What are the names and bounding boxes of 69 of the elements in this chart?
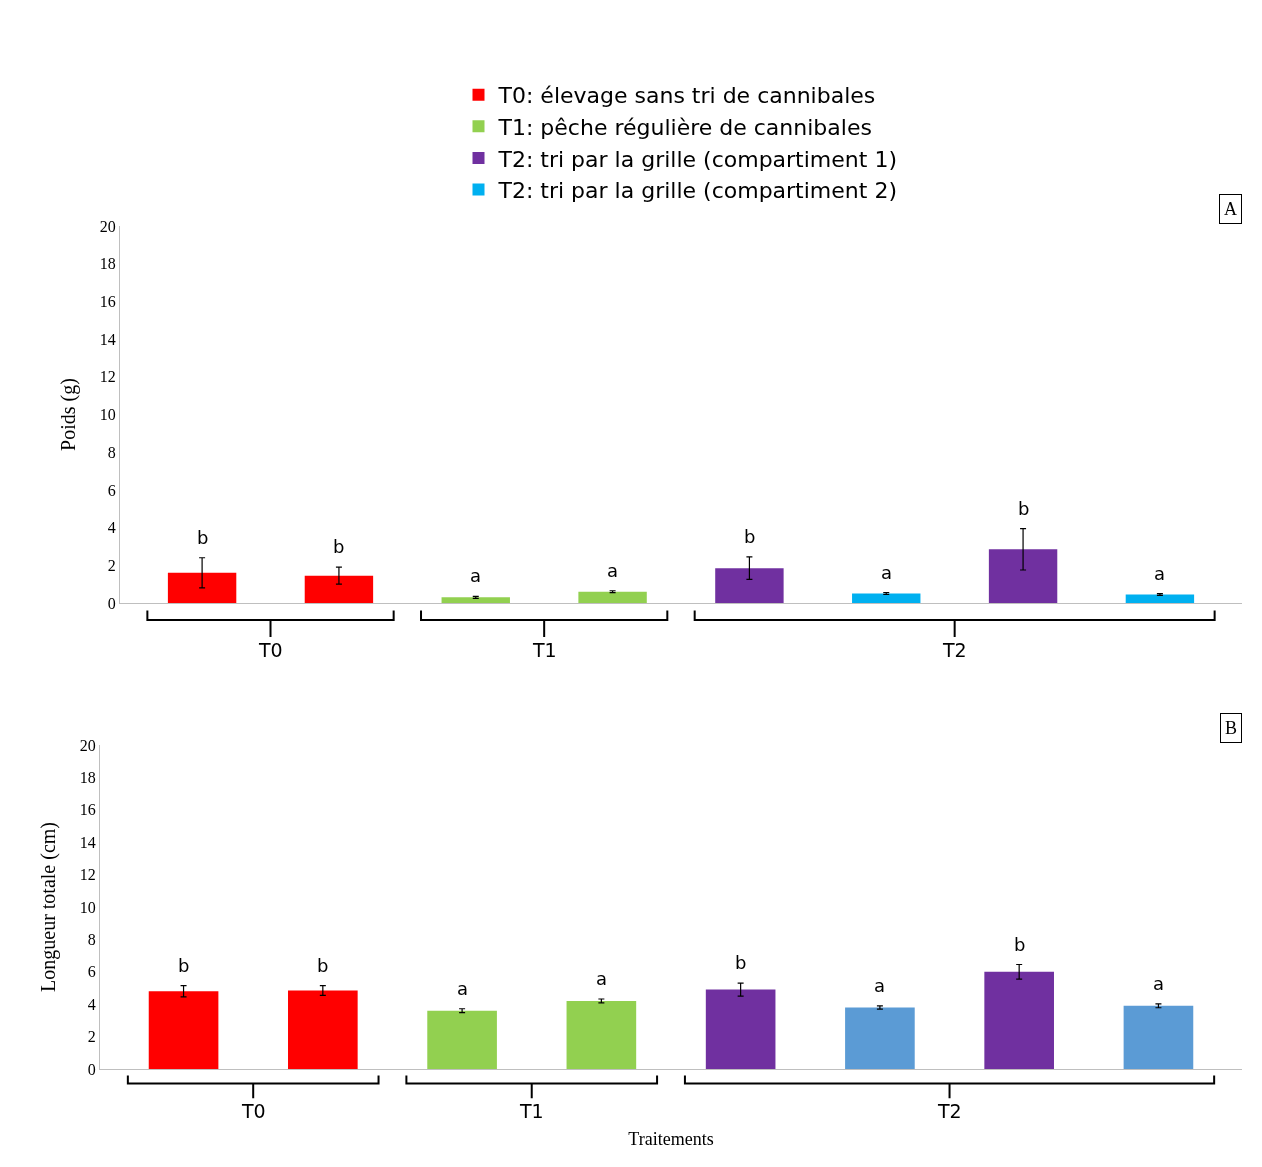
y-axis-title: Longueur totale (cm) (37, 822, 61, 992)
data-label: b (1018, 498, 1030, 519)
bar (1125, 594, 1195, 603)
y-tick-label: 4 (87, 995, 96, 1013)
text: T1 (532, 639, 557, 661)
bar (148, 991, 219, 1069)
y-tick-label: 0 (107, 594, 116, 612)
bar (566, 1000, 637, 1069)
text: T0 (258, 639, 283, 661)
y-tick-label: 14 (79, 833, 96, 851)
legend-label: T2: tri par la grille (compartiment 2) (497, 178, 897, 204)
y-tick-label: 4 (107, 519, 116, 537)
y-tick-label: 16 (79, 801, 96, 819)
y-tick-label: 2 (87, 1028, 96, 1046)
data-label: a (1154, 563, 1166, 584)
y-axis-title: Poids (g) (57, 378, 81, 451)
bar (715, 568, 784, 603)
legend-label: T0: élevage sans tri de cannibales (497, 83, 876, 109)
data-label: a (596, 968, 608, 989)
data-label: b (317, 955, 329, 976)
text: T0 (241, 1100, 266, 1122)
data-label: a (607, 560, 619, 581)
data-label: b (333, 536, 345, 557)
bar (852, 593, 921, 603)
bar (578, 591, 647, 603)
y-tick-label: 8 (107, 443, 116, 461)
bar (1123, 1005, 1194, 1069)
bar (288, 990, 358, 1069)
y-tick-label: 14 (99, 330, 116, 348)
bar (988, 549, 1058, 603)
data-label: a (470, 565, 482, 586)
data-label: b (178, 955, 190, 976)
text: B (1225, 718, 1238, 738)
text: A (1224, 199, 1237, 219)
y-tick-label: 2 (107, 556, 116, 574)
bar (984, 971, 1054, 1069)
data-label: b (735, 952, 747, 973)
legend-label: T2: tri par la grille (compartiment 1) (497, 146, 897, 172)
bar (304, 575, 374, 603)
bar (845, 1007, 915, 1069)
y-tick-label: 16 (99, 293, 116, 310)
data-label: a (881, 562, 893, 583)
data-label: a (1153, 973, 1165, 994)
y-tick-label: 12 (79, 866, 96, 884)
y-tick-label: 6 (87, 963, 96, 981)
data-label: b (744, 526, 756, 547)
bar (705, 989, 776, 1069)
y-tick-label: 18 (79, 769, 96, 786)
text: T2 (937, 1100, 962, 1122)
data-label: b (197, 527, 209, 548)
data-label: a (874, 975, 886, 996)
text: T1 (519, 1100, 544, 1122)
y-tick-label: 10 (99, 406, 116, 424)
text: T2 (942, 639, 967, 661)
y-tick-label: 20 (99, 217, 116, 235)
y-tick-label: 20 (79, 736, 96, 754)
x-axis-title: Traitements (628, 1128, 714, 1149)
bar (427, 1010, 497, 1069)
y-tick-label: 12 (99, 368, 116, 386)
data-label: a (457, 978, 469, 999)
y-tick-label: 0 (87, 1060, 96, 1078)
y-tick-label: 18 (99, 255, 116, 273)
y-tick-label: 6 (107, 481, 116, 499)
bar (441, 597, 510, 603)
data-label: b (1014, 934, 1026, 955)
bar (167, 572, 237, 603)
legend-label: T1: pêche régulière de cannibales (497, 114, 872, 140)
y-tick-label: 8 (87, 931, 96, 948)
y-tick-label: 10 (79, 898, 96, 916)
